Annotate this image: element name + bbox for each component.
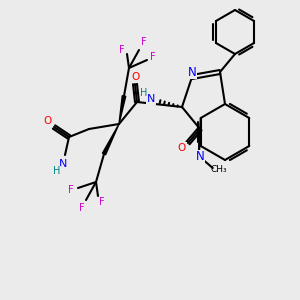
Text: H: H: [53, 166, 61, 176]
Text: F: F: [141, 37, 147, 47]
Text: N: N: [188, 65, 196, 79]
Text: O: O: [178, 143, 186, 153]
Text: F: F: [79, 203, 85, 213]
Text: O: O: [131, 72, 139, 82]
Text: N: N: [195, 151, 204, 164]
Text: O: O: [44, 116, 52, 126]
Text: F: F: [68, 185, 74, 195]
Text: F: F: [150, 52, 156, 62]
Text: F: F: [99, 197, 105, 207]
Polygon shape: [102, 124, 119, 155]
Polygon shape: [119, 96, 126, 124]
Text: CH₃: CH₃: [210, 166, 227, 175]
Text: N: N: [147, 94, 155, 104]
Text: N: N: [59, 159, 67, 169]
Text: H: H: [140, 88, 148, 98]
Text: F: F: [119, 45, 125, 55]
